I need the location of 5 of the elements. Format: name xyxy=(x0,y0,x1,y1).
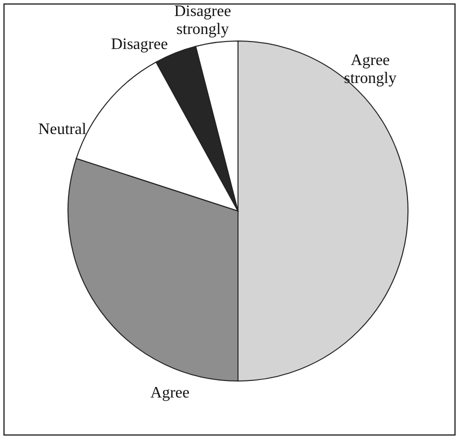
slice-label: Agree xyxy=(150,384,190,402)
slice-label: Neutral xyxy=(38,120,87,138)
slice-label: Agree strongly xyxy=(344,52,396,88)
slice-label: Disagree xyxy=(110,36,168,53)
slice-label: Disagree strongly xyxy=(174,3,232,38)
